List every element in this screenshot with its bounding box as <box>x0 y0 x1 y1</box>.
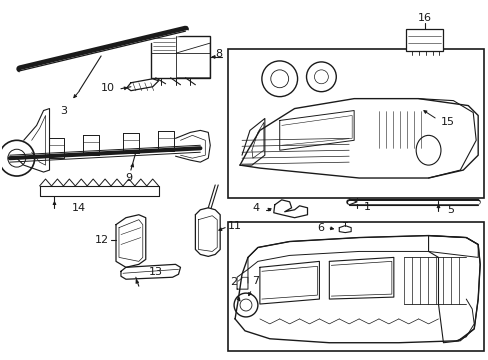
Text: 8: 8 <box>215 49 222 59</box>
Text: 13: 13 <box>148 267 163 277</box>
Text: 7: 7 <box>252 276 259 286</box>
Bar <box>405 29 443 51</box>
Bar <box>228 222 483 351</box>
Text: 6: 6 <box>317 222 324 233</box>
Text: 11: 11 <box>228 221 242 231</box>
Text: 12: 12 <box>95 234 109 244</box>
Circle shape <box>234 293 257 317</box>
Circle shape <box>0 140 35 176</box>
Text: 16: 16 <box>417 13 431 23</box>
Text: 4: 4 <box>252 203 259 213</box>
Text: 10: 10 <box>101 83 115 93</box>
Bar <box>150 36 210 78</box>
Text: 15: 15 <box>440 117 453 127</box>
Text: 1: 1 <box>363 202 370 212</box>
Circle shape <box>8 149 26 167</box>
Circle shape <box>306 62 336 92</box>
Text: 9: 9 <box>125 173 132 183</box>
Circle shape <box>314 70 327 84</box>
Bar <box>228 49 483 198</box>
Ellipse shape <box>415 135 440 165</box>
Text: 14: 14 <box>72 203 86 213</box>
Text: 5: 5 <box>446 205 453 215</box>
Circle shape <box>262 61 297 96</box>
Circle shape <box>240 299 251 311</box>
Text: 2: 2 <box>230 277 237 287</box>
Circle shape <box>270 70 288 88</box>
Text: 3: 3 <box>60 105 67 116</box>
